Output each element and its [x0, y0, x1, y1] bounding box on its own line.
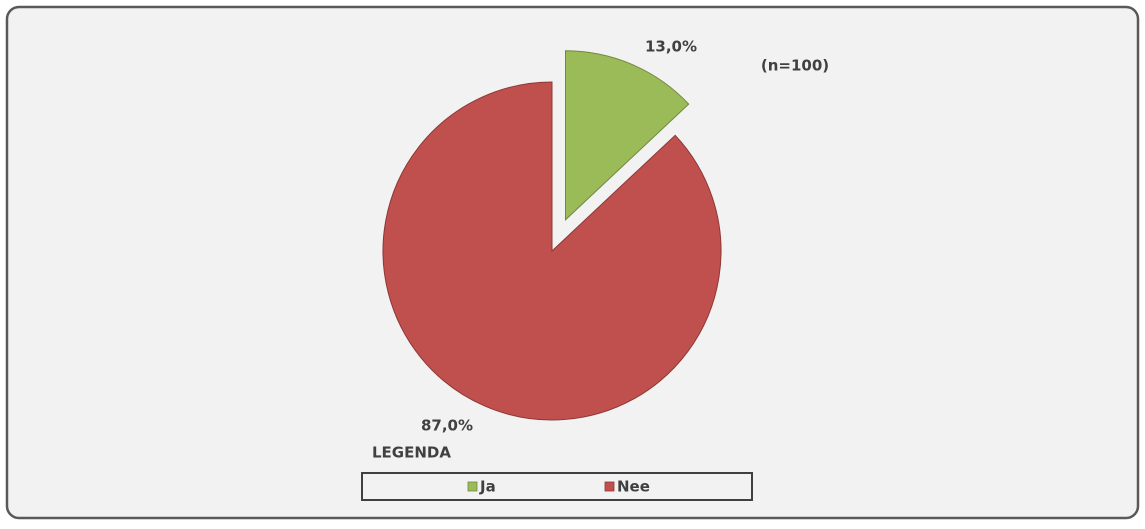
pie-slice: [382, 81, 722, 421]
annotation: (n=100): [761, 57, 829, 75]
pie-slice: [565, 50, 690, 221]
legend-title: LEGENDA: [372, 444, 451, 462]
legend-box: [361, 472, 753, 501]
legend-label: Nee: [617, 478, 650, 496]
data-label: 13,0%: [645, 38, 697, 56]
legend-swatch: [604, 481, 615, 492]
legend-swatch: [467, 481, 478, 492]
data-label: 87,0%: [421, 417, 473, 435]
legend-label: Ja: [479, 478, 496, 496]
